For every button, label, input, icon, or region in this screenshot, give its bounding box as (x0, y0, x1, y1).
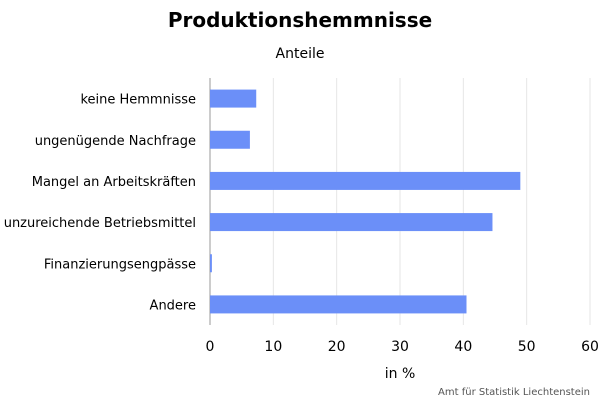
bar (210, 171, 521, 190)
category-label: unzureichende Betriebsmittel (4, 216, 196, 231)
category-label: ungenügende Nachfrage (35, 134, 196, 149)
x-tick-label: 0 (206, 339, 215, 355)
grid-lines (209, 78, 591, 325)
bar (210, 130, 250, 149)
bar (210, 213, 493, 232)
x-tick-label: 20 (328, 339, 346, 355)
x-axis-title: in % (385, 366, 416, 382)
x-axis-ticks: 0 10 20 30 40 50 60 (206, 339, 599, 355)
category-label: keine Hemmnisse (80, 93, 196, 108)
x-tick-label: 60 (581, 339, 599, 355)
bars (210, 89, 521, 314)
source-credit: Amt für Statistik Liechtenstein (438, 387, 590, 398)
bar (210, 89, 257, 108)
chart-subtitle: Anteile (276, 46, 325, 62)
chart-title: Produktionshemmnisse (168, 8, 432, 32)
bar (210, 254, 212, 273)
bar (210, 295, 467, 314)
category-label: Mangel an Arbeitskräften (32, 175, 196, 190)
category-label: Andere (150, 298, 196, 313)
category-labels: keine Hemmnisse ungenügende Nachfrage Mang… (4, 93, 196, 314)
x-tick-label: 30 (391, 339, 409, 355)
x-tick-label: 50 (518, 339, 536, 355)
x-tick-label: 40 (454, 339, 472, 355)
category-label: Finanzierungsengpässe (44, 257, 196, 272)
x-tick-label: 10 (264, 339, 282, 355)
